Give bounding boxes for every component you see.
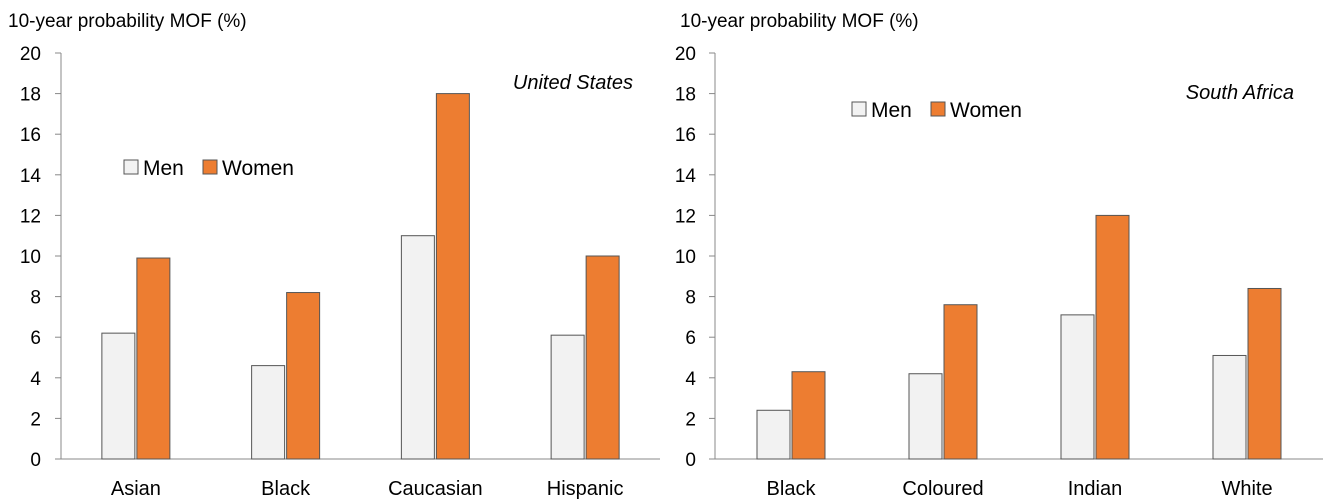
bar-women [136, 257, 171, 460]
legend-label-men: Men [143, 157, 184, 180]
y-tick-label: 4 [30, 369, 41, 390]
y-tick-label: 14 [20, 166, 42, 187]
y-tick-label: 18 [675, 85, 696, 106]
legend-swatch-women [202, 159, 218, 175]
sa-chart-panel: 10-year probability MOF (%) South Africa… [662, 0, 1323, 503]
x-category-label: Indian [1068, 478, 1123, 500]
y-tick-label: 16 [20, 125, 41, 146]
y-tick-label: 8 [30, 288, 41, 309]
x-category-label: Caucasian [388, 478, 483, 500]
x-category-label: White [1221, 478, 1272, 500]
y-tick-label: 10 [20, 247, 41, 268]
y-axis-title: 10-year probability MOF (%) [8, 11, 247, 32]
legend-swatch-men [123, 159, 139, 175]
bar-men [101, 332, 136, 460]
bar-women [435, 93, 470, 460]
y-tick-label: 12 [675, 206, 696, 227]
x-category-label: Hispanic [547, 478, 624, 500]
y-tick-label: 20 [20, 44, 41, 65]
y-tick-label: 6 [685, 328, 696, 349]
bar-men [908, 373, 943, 460]
legend-label-women: Women [222, 157, 294, 180]
y-tick-label: 0 [685, 450, 696, 471]
y-tick-label: 10 [675, 247, 696, 268]
bar-women [1247, 287, 1282, 460]
region-label: South Africa [1186, 82, 1294, 104]
bar-women [943, 304, 978, 460]
y-tick-label: 16 [675, 125, 696, 146]
legend-label-men: Men [871, 99, 912, 122]
bar-men [1212, 354, 1247, 460]
bar-men [550, 334, 585, 460]
x-category-label: Asian [111, 478, 161, 500]
y-tick-label: 2 [30, 409, 41, 430]
y-tick-label: 12 [20, 206, 41, 227]
us-bar-chart: 10-year probability MOF (%) United State… [8, 11, 660, 500]
us-chart-panel: 10-year probability MOF (%) United State… [0, 0, 660, 503]
legend-swatch-men [851, 101, 867, 117]
bar-women [1095, 214, 1130, 460]
y-tick-label: 20 [675, 44, 696, 65]
x-category-label: Black [767, 478, 817, 500]
bar-women [791, 371, 826, 460]
bar-men [756, 409, 791, 460]
bar-women [585, 255, 620, 460]
sa-bar-chart: 10-year probability MOF (%) South Africa… [675, 11, 1323, 500]
bar-men [251, 365, 286, 460]
region-label: United States [513, 72, 633, 94]
bar-men [400, 235, 435, 460]
y-tick-label: 0 [30, 450, 41, 471]
y-tick-label: 2 [685, 409, 696, 430]
y-tick-label: 8 [685, 288, 696, 309]
bar-men [1060, 314, 1095, 460]
legend-swatch-women [930, 101, 946, 117]
bar-women [286, 292, 321, 460]
y-axis-title: 10-year probability MOF (%) [680, 11, 919, 32]
x-category-label: Coloured [902, 478, 983, 500]
y-tick-label: 18 [20, 85, 41, 106]
x-category-label: Black [261, 478, 311, 500]
legend-label-women: Women [950, 99, 1022, 122]
y-tick-label: 14 [675, 166, 697, 187]
y-tick-label: 4 [685, 369, 696, 390]
y-tick-label: 6 [30, 328, 41, 349]
